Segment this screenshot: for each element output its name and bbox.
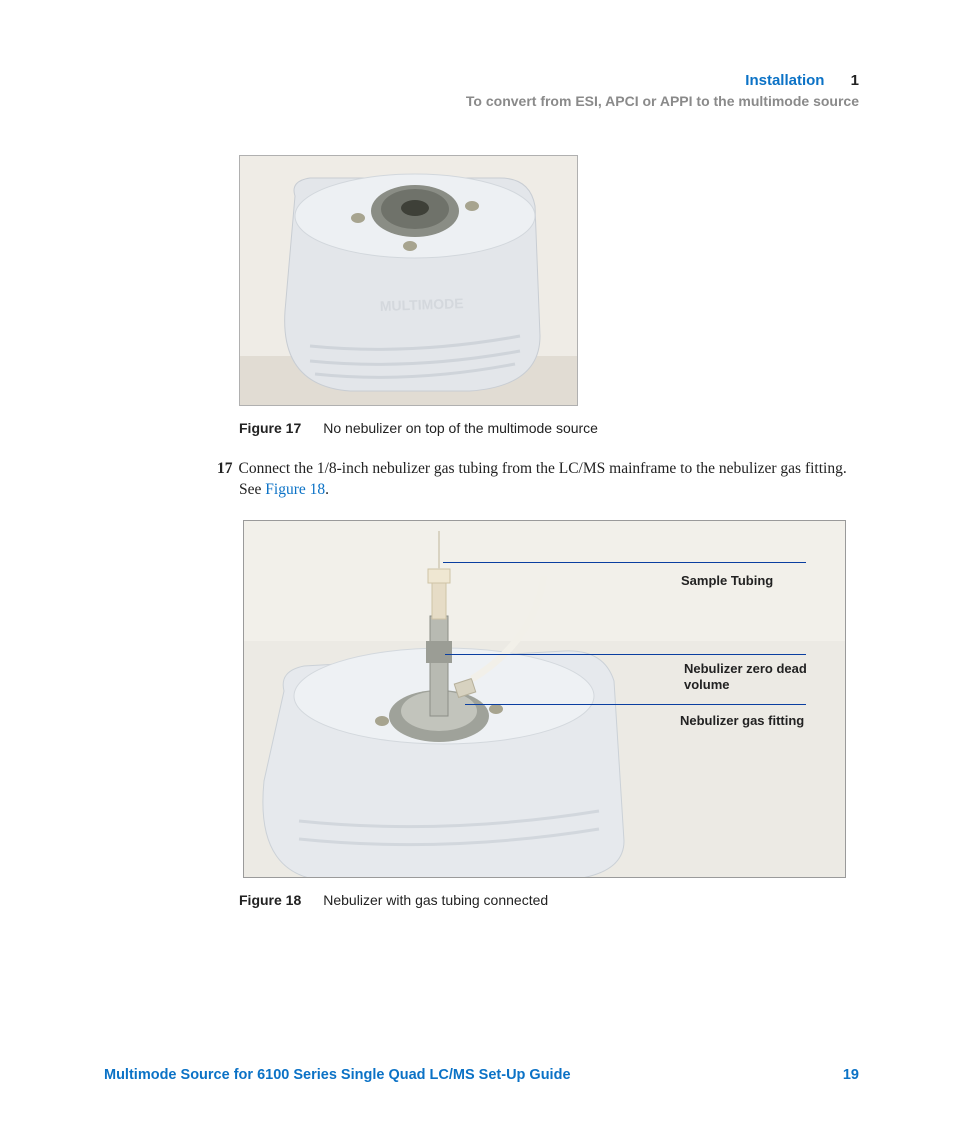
step-17-number: 17 <box>217 460 233 477</box>
figure-17-caption-text: No nebulizer on top of the multimode sou… <box>323 420 598 436</box>
step-17: 17Connect the 1/8-inch nebulizer gas tub… <box>239 459 859 501</box>
figure-17-caption: Figure 17 No nebulizer on top of the mult… <box>239 420 598 436</box>
header-subtitle: To convert from ESI, APCI or APPI to the… <box>466 93 859 109</box>
figure-18-caption-text: Nebulizer with gas tubing connected <box>323 892 548 908</box>
callout-line-sample-tubing <box>443 562 806 563</box>
callout-line-gas-fitting <box>465 704 806 705</box>
footer-page-number: 19 <box>843 1067 859 1083</box>
step-17-text-after: . <box>325 481 329 498</box>
svg-text:MULTIMODE: MULTIMODE <box>380 295 464 314</box>
figure-17-image: MULTIMODE <box>239 155 578 406</box>
callout-zero-dead: Nebulizer zero dead volume <box>684 661 824 694</box>
step-17-text-before: Connect the 1/8-inch nebulizer gas tubin… <box>239 460 847 498</box>
callout-line-zero-dead <box>445 654 806 655</box>
header-line-1: Installation 1 <box>466 72 859 89</box>
page-footer: Multimode Source for 6100 Series Single … <box>104 1067 859 1083</box>
figure-18-label: Figure 18 <box>239 892 301 908</box>
figure-18-link[interactable]: Figure 18 <box>265 481 325 498</box>
section-title: Installation <box>745 72 824 89</box>
figure-18-caption: Figure 18 Nebulizer with gas tubing conne… <box>239 892 548 908</box>
callout-sample-tubing: Sample Tubing <box>681 573 773 589</box>
figure-17-label: Figure 17 <box>239 420 301 436</box>
page-header: Installation 1 To convert from ESI, APCI… <box>466 72 859 109</box>
figure-18-image: Sample Tubing Nebulizer zero dead volume… <box>243 520 846 878</box>
section-number: 1 <box>851 72 859 89</box>
footer-doc-title: Multimode Source for 6100 Series Single … <box>104 1067 571 1083</box>
nebulizer-housing-illustration: MULTIMODE <box>240 156 578 406</box>
callout-gas-fitting: Nebulizer gas fitting <box>680 713 804 729</box>
